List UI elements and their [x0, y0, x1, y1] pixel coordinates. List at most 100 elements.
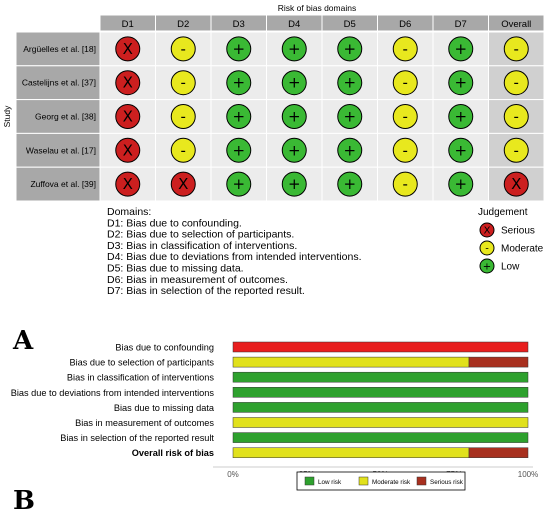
legend-moderate-dot: [479, 240, 495, 256]
moderate-judgement-dot: [392, 70, 418, 96]
column-header-label: D6: [399, 19, 411, 30]
bar-legend-moderate-swatch: [358, 476, 369, 486]
study-label: Waselau et al. [17]: [26, 145, 96, 155]
serious-symbol: X: [511, 175, 521, 193]
study-label-cell: [15, 166, 101, 202]
low-judgement-dot: [281, 36, 307, 62]
domain-definition: D2: Bias due to selection of participant…: [107, 229, 294, 241]
column-header-label: D5: [344, 19, 356, 30]
summary-bar-chart: Bias due to confounding Bias due to selec…: [11, 341, 538, 491]
low-symbol: +: [343, 175, 356, 193]
legend-low-dot: [479, 258, 495, 274]
moderate-symbol: -: [403, 141, 408, 159]
serious-judgement-dot: [115, 171, 141, 197]
moderate-judgement-dot: [392, 36, 418, 62]
domain-definition: D4: Bias due to deviations from intended…: [107, 251, 361, 263]
moderate-judgement-dot: [170, 137, 196, 163]
low-symbol: +: [454, 175, 467, 193]
moderate-judgement-dot: [392, 171, 418, 197]
legend-serious-symbol: X: [484, 226, 491, 237]
moderate-judgement-dot: [503, 104, 529, 129]
moderate-judgement-dot: [392, 104, 418, 129]
serious-bar-segment: [468, 447, 529, 458]
low-judgement-dot: [448, 36, 474, 62]
domain-definition: D3: Bias in classification of interventi…: [107, 240, 297, 252]
low-judgement-dot: [226, 137, 252, 163]
moderate-symbol: -: [514, 74, 519, 92]
study-label: Zuffova et al. [39]: [30, 179, 96, 189]
low-judgement-dot: [281, 137, 307, 163]
low-symbol: +: [288, 74, 301, 92]
legend-low-label: Low: [501, 262, 520, 273]
moderate-symbol: -: [514, 40, 519, 58]
low-symbol: +: [232, 175, 245, 193]
moderate-symbol: -: [403, 175, 408, 193]
moderate-symbol: -: [181, 108, 186, 126]
low-judgement-dot: [281, 70, 307, 96]
traffic-light-plot: Risk of bias domains D1 D2 D3 D4 D5 D6 D7 Overal…: [2, 3, 545, 297]
moderate-judgement-dot: [170, 36, 196, 62]
column-header-label: D3: [233, 19, 245, 30]
low-judgement-dot: [337, 137, 363, 163]
low-symbol: +: [454, 108, 467, 126]
low-bar-segment: [232, 402, 529, 413]
moderate-judgement-dot: [503, 36, 529, 62]
moderate-judgement-dot: [503, 70, 529, 96]
serious-symbol: X: [178, 175, 188, 193]
serious-bar-segment: [232, 341, 529, 353]
moderate-symbol: -: [181, 40, 186, 58]
study-label-cell: [15, 65, 101, 101]
study-label: Georg et al. [38]: [35, 112, 96, 122]
moderate-symbol: -: [181, 141, 186, 159]
study-axis-label: Study: [2, 105, 12, 127]
moderate-judgement-dot: [170, 104, 196, 129]
low-judgement-dot: [337, 70, 363, 96]
domains-list-title: Domains:: [107, 206, 151, 218]
category-label: Bias due to selection of participants: [69, 358, 214, 368]
low-judgement-dot: [448, 104, 474, 129]
column-header-label: D1: [122, 19, 134, 30]
low-judgement-dot: [226, 36, 252, 62]
moderate-symbol: -: [403, 40, 408, 58]
bar-legend-low-label: Low risk: [318, 479, 342, 486]
moderate-judgement-dot: [392, 137, 418, 163]
low-symbol: +: [288, 108, 301, 126]
moderate-symbol: -: [181, 74, 186, 92]
category-label: Bias in measurement of outcomes: [75, 418, 214, 428]
low-symbol: +: [288, 40, 301, 58]
column-header-label: Overall: [501, 19, 531, 30]
bar-legend-moderate-label: Moderate risk: [372, 479, 411, 486]
low-symbol: +: [232, 141, 245, 159]
serious-bar-segment: [468, 356, 529, 368]
low-symbol: +: [454, 74, 467, 92]
low-judgement-dot: [337, 104, 363, 129]
serious-judgement-dot: [115, 70, 141, 96]
legend-serious-label: Serious: [501, 226, 535, 237]
category-label: Bias due to confounding: [115, 343, 214, 353]
low-symbol: +: [288, 141, 301, 159]
low-bar-segment: [232, 432, 529, 443]
low-judgement-dot: [448, 137, 474, 163]
low-symbol: +: [232, 74, 245, 92]
low-judgement-dot: [281, 104, 307, 129]
legend-title: Judgement: [478, 207, 528, 218]
moderate-symbol: -: [514, 108, 519, 126]
low-judgement-dot: [226, 104, 252, 129]
panel-label-a: A: [13, 326, 34, 356]
serious-judgement-dot: [170, 171, 196, 197]
bar-legend-serious-label: Serious risk: [430, 479, 464, 486]
x-tick-label: 0%: [227, 470, 239, 479]
low-judgement-dot: [448, 171, 474, 197]
low-symbol: +: [232, 40, 245, 58]
study-label: Castelijns et al. [37]: [22, 78, 96, 88]
moderate-bar-segment: [232, 417, 529, 428]
serious-judgement-dot: [503, 171, 529, 197]
column-header-cell: [488, 14, 545, 32]
column-header-label: D7: [455, 19, 467, 30]
x-tick-label: 100%: [518, 470, 538, 479]
category-label: Bias in selection of the reported result: [60, 433, 214, 443]
low-bar-segment: [232, 387, 529, 398]
low-judgement-dot: [337, 171, 363, 197]
low-judgement-dot: [226, 70, 252, 96]
column-header-label: D2: [177, 19, 189, 30]
